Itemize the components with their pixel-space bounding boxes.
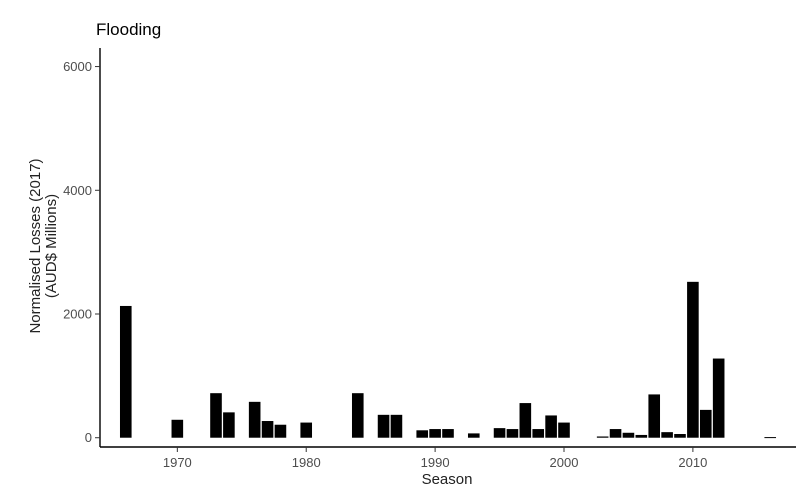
x-tick-label: 2010 [678,455,707,470]
bar-1984 [351,393,364,438]
bar-1970 [171,419,184,438]
bar-2010 [687,281,699,438]
bar-1991 [442,429,454,438]
bar-1966 [119,305,132,438]
bar-1987 [390,414,403,438]
bar-1989 [416,430,429,438]
bar-1974 [223,412,235,438]
y-axis-title-line-2: (AUD$ Millions) [43,194,60,298]
bar-2011 [699,409,712,438]
x-tick-label: 1990 [421,455,450,470]
bar-1993 [467,433,480,438]
bar-2009 [674,434,686,438]
bar-1996 [506,429,519,438]
bar-2006 [635,434,648,438]
bar-1973 [210,393,222,438]
x-tick-label: 1980 [292,455,321,470]
y-tick-label: 4000 [63,183,92,198]
bar-2008 [661,432,673,438]
bar-2007 [648,394,661,438]
bar-1978 [274,424,287,438]
y-tick-label: 6000 [63,59,92,74]
bar-1980 [300,422,313,438]
bar-1998 [532,429,545,438]
bar-2000 [558,422,570,438]
bar-2004 [609,429,622,438]
x-axis-title: Season [422,471,473,488]
x-axis-ticks: 1970 1980 1990 2000 2010 [163,447,707,470]
bar-1997 [519,403,532,438]
bar-1990 [429,429,441,438]
x-tick-label: 2000 [550,455,579,470]
bar-2005 [622,432,635,438]
y-axis-ticks: 0 2000 4000 6000 [63,59,100,445]
bar-1986 [377,414,390,438]
bar-2016 [764,437,777,439]
bar-1976 [248,401,261,438]
bar-1977 [261,421,274,438]
y-axis-title: Normalised Losses (2017) (AUD$ Millions) [27,158,60,333]
y-axis-title-line-1: Normalised Losses (2017) [27,158,44,333]
chart-title: Flooding [96,20,161,39]
bar-2012 [712,358,725,438]
bar-1999 [545,415,557,438]
y-tick-label: 2000 [63,307,92,322]
bars-group [119,281,777,439]
y-tick-label: 0 [85,430,92,445]
bar-2003 [596,436,609,438]
bar-1995 [493,428,506,438]
x-tick-label: 1970 [163,455,192,470]
